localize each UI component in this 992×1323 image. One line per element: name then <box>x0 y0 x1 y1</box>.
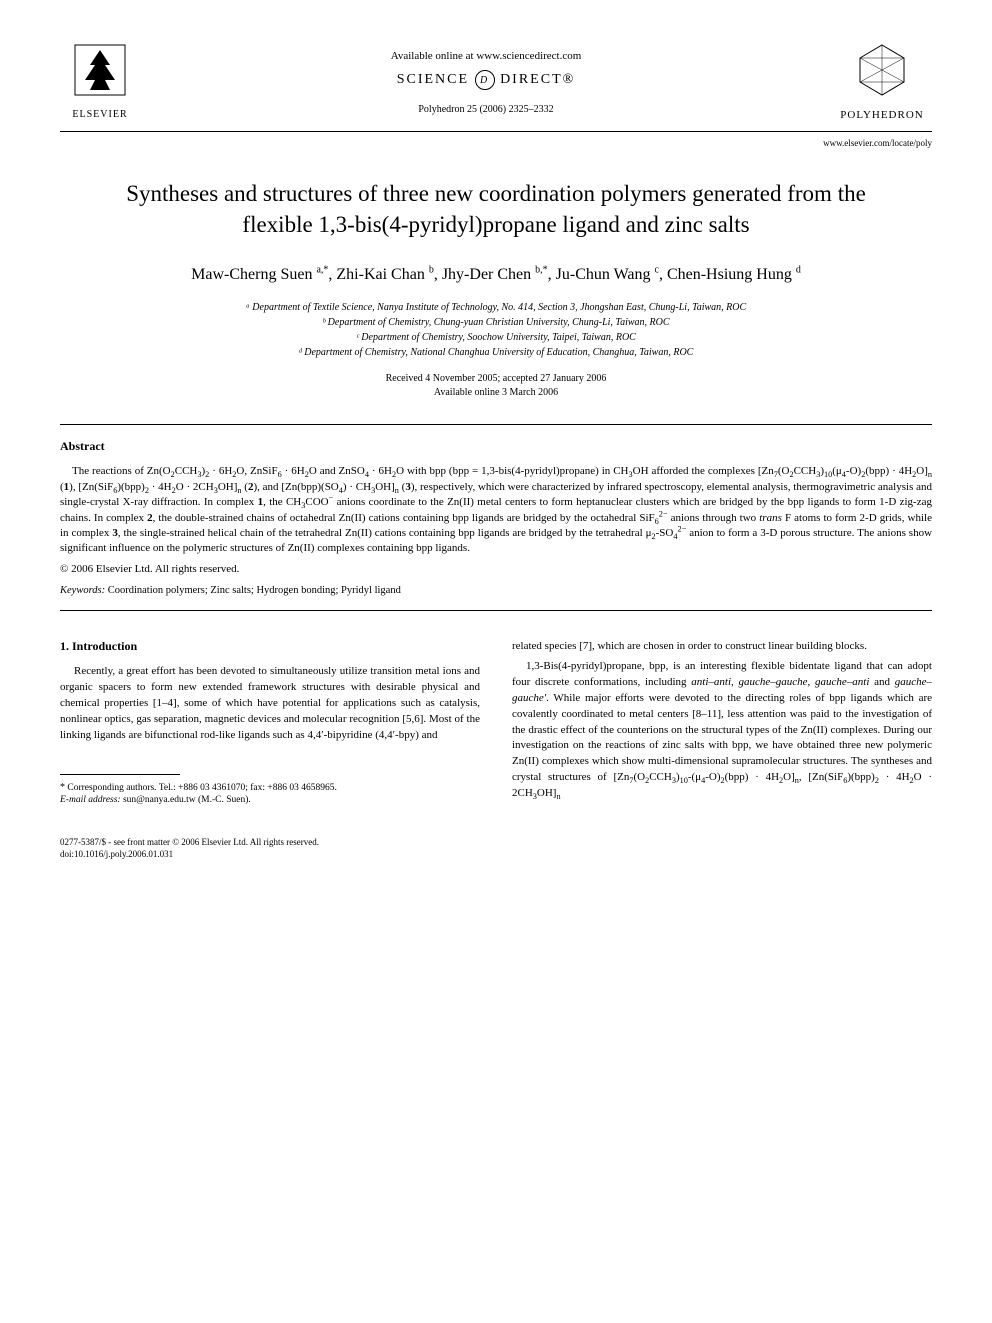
email-label: E-mail address: <box>60 795 121 805</box>
elsevier-logo: ELSEVIER <box>60 40 140 120</box>
abstract-copyright: © 2006 Elsevier Ltd. All rights reserved… <box>60 563 932 575</box>
doi-line: doi:10.1016/j.poly.2006.01.031 <box>60 849 932 861</box>
corresponding-footnote: * Corresponding authors. Tel.: +886 03 4… <box>60 781 480 808</box>
intro-heading: 1. Introduction <box>60 639 480 654</box>
article-title: Syntheses and structures of three new co… <box>100 178 892 240</box>
sciencedirect-suffix: DIRECT® <box>500 72 575 87</box>
sciencedirect-d-icon: d <box>475 70 495 90</box>
center-header: Available online at www.sciencedirect.co… <box>140 40 832 115</box>
sciencedirect-logo: SCIENCE d DIRECT® <box>140 70 832 90</box>
sciencedirect-prefix: SCIENCE <box>397 72 469 87</box>
article-dates: Received 4 November 2005; accepted 27 Ja… <box>60 372 932 400</box>
affiliations: ᵃ Department of Textile Science, Nanya I… <box>60 300 932 360</box>
asterisk-icon: * <box>60 782 65 793</box>
corr-author-text: Corresponding authors. Tel.: +886 03 436… <box>67 783 337 793</box>
keywords: Keywords: Coordination polymers; Zinc sa… <box>60 585 932 596</box>
intro-para-2: related species [7], which are chosen in… <box>512 639 932 655</box>
journal-label: POLYHEDRON <box>832 109 932 121</box>
issn-line: 0277-5387/$ - see front matter © 2006 El… <box>60 837 932 849</box>
email-address[interactable]: sun@nanya.edu.tw <box>123 795 196 805</box>
intro-para-1: Recently, a great effort has been devote… <box>60 664 480 744</box>
left-column: 1. Introduction Recently, a great effort… <box>60 639 480 807</box>
intro-para-3: 1,3-Bis(4-pyridyl)propane, bpp, is an in… <box>512 659 932 802</box>
authors: Maw-Cherng Suen a,*, Zhi-Kai Chan b, Jhy… <box>60 264 932 286</box>
page-header: ELSEVIER Available online at www.science… <box>60 40 932 121</box>
abstract-label: Abstract <box>60 439 932 454</box>
abstract-top-rule <box>60 424 932 425</box>
journal-url: www.elsevier.com/locate/poly <box>60 138 932 148</box>
online-date: Available online 3 March 2006 <box>60 386 932 400</box>
keywords-label: Keywords: <box>60 585 105 596</box>
email-attribution: (M.-C. Suen). <box>198 795 251 805</box>
body-columns: 1. Introduction Recently, a great effort… <box>60 639 932 807</box>
available-online-text: Available online at www.sciencedirect.co… <box>140 50 832 62</box>
abstract-body: The reactions of Zn(O2CCH3)2 · 6H2O, ZnS… <box>60 464 932 556</box>
journal-logo: POLYHEDRON <box>832 40 932 121</box>
elsevier-tree-icon <box>70 40 130 100</box>
page-footer: 0277-5387/$ - see front matter © 2006 El… <box>60 837 932 860</box>
abstract-bottom-rule <box>60 610 932 611</box>
citation: Polyhedron 25 (2006) 2325–2332 <box>140 104 832 115</box>
right-column: related species [7], which are chosen in… <box>512 639 932 807</box>
elsevier-label: ELSEVIER <box>60 109 140 120</box>
footnote-separator <box>60 774 180 775</box>
keywords-text: Coordination polymers; Zinc salts; Hydro… <box>108 585 401 596</box>
received-date: Received 4 November 2005; accepted 27 Ja… <box>60 372 932 386</box>
polyhedron-icon <box>852 40 912 100</box>
header-rule <box>60 131 932 132</box>
